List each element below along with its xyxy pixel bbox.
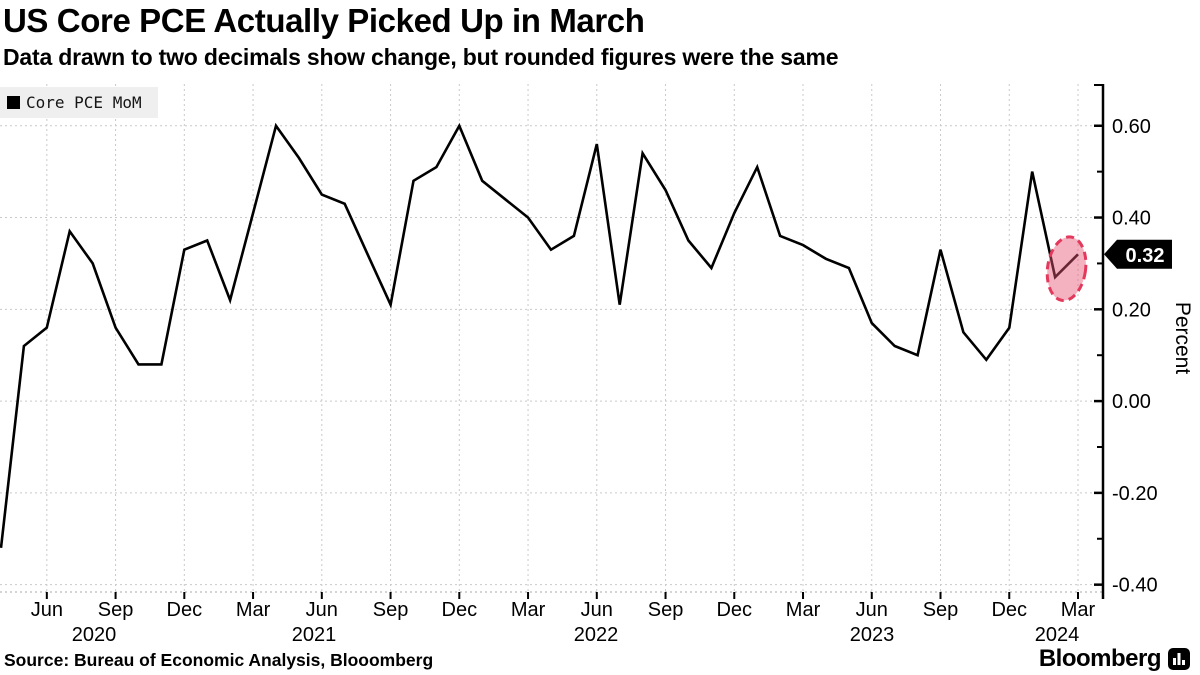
- svg-text:Dec: Dec: [167, 599, 203, 621]
- bloomberg-wordmark: Bloomberg: [1038, 645, 1162, 672]
- svg-text:Dec: Dec: [991, 599, 1027, 621]
- svg-text:Dec: Dec: [442, 599, 478, 621]
- pce-line: [0, 122, 1079, 549]
- svg-text:Jun: Jun: [31, 599, 63, 621]
- svg-text:Sep: Sep: [648, 599, 684, 621]
- svg-text:0.32: 0.32: [1126, 245, 1165, 267]
- value-tag: 0.32: [1104, 239, 1172, 269]
- svg-text:2024: 2024: [1035, 624, 1080, 646]
- highlight-ellipse: [1045, 235, 1088, 303]
- gridlines: [0, 84, 1103, 592]
- bloomberg-logo: Bloomberg: [1039, 645, 1190, 673]
- svg-text:Mar: Mar: [786, 599, 821, 621]
- svg-text:Mar: Mar: [236, 599, 271, 621]
- page-subtitle: Data drawn to two decimals show change, …: [3, 44, 839, 70]
- svg-text:2020: 2020: [72, 624, 117, 646]
- svg-text:Sep: Sep: [98, 599, 134, 621]
- svg-text:2022: 2022: [574, 624, 619, 646]
- legend-label: Core PCE MoM: [26, 93, 142, 112]
- y-axis-label: Percent: [1171, 302, 1194, 375]
- svg-text:2023: 2023: [850, 624, 895, 646]
- page-title: US Core PCE Actually Picked Up in March: [3, 2, 645, 39]
- svg-text:Jun: Jun: [306, 599, 338, 621]
- legend: Core PCE MoM: [0, 87, 158, 118]
- svg-text:0.40: 0.40: [1112, 208, 1151, 230]
- svg-text:0.00: 0.00: [1112, 391, 1151, 413]
- svg-text:Mar: Mar: [511, 599, 546, 621]
- svg-text:Mar: Mar: [1061, 599, 1096, 621]
- svg-text:Jun: Jun: [856, 599, 888, 621]
- svg-text:Sep: Sep: [923, 599, 959, 621]
- y-axis: 0.60 0.40 0.20 0.00 -0.20 -0.40: [1094, 84, 1158, 599]
- svg-text:0.20: 0.20: [1112, 299, 1151, 321]
- svg-text:0.60: 0.60: [1112, 116, 1151, 138]
- svg-text:-0.20: -0.20: [1112, 483, 1158, 505]
- svg-text:Sep: Sep: [373, 599, 409, 621]
- svg-text:-0.40: -0.40: [1112, 575, 1158, 597]
- svg-text:2021: 2021: [292, 624, 337, 646]
- svg-text:Jun: Jun: [581, 599, 613, 621]
- bar-chart-icon: [1168, 648, 1190, 670]
- legend-swatch: [7, 96, 20, 109]
- source-note: Source: Bureau of Economic Analysis, Blo…: [4, 650, 434, 670]
- svg-text:Dec: Dec: [716, 599, 752, 621]
- x-axis: Jun Sep Dec Mar Jun Sep Dec Mar Jun Sep Dec Mar Jun S…: [31, 592, 1096, 646]
